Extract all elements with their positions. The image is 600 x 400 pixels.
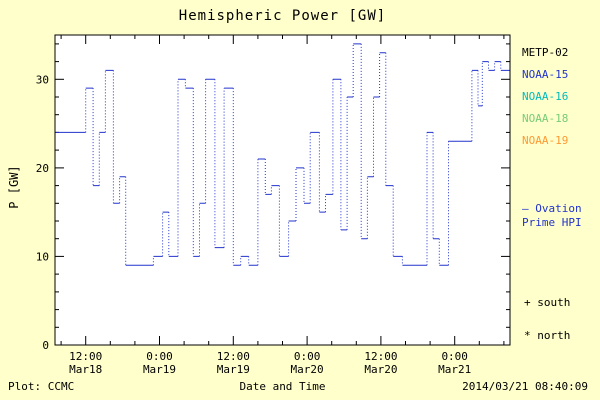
satellite-legend: METP-02 NOAA-15 NOAA-16 NOAA-18 NOAA-19 [522,42,598,152]
y-tick-label: 30 [36,73,49,86]
ovation-legend-line2: Prime HPI [522,216,582,229]
x-tick-time-label: 0:00 [146,350,173,363]
x-tick-time-label: 12:00 [69,350,102,363]
x-tick-time-label: 0:00 [294,350,321,363]
y-tick-label: 0 [42,339,49,352]
chart-title: Hemispheric Power [GW] [178,8,387,24]
south-marker-label: + south [524,296,571,309]
x-tick-time-label: 12:00 [217,350,250,363]
legend-item-2: NOAA-16 [522,90,569,103]
plot-credit: Plot: CCMC [8,380,75,393]
legend-item-1: NOAA-15 [522,68,569,81]
x-tick-date-label: Mar20 [364,363,397,376]
x-tick-date-label: Mar19 [217,363,250,376]
ovation-legend: — Ovation Prime HPI [522,202,598,230]
legend-item-0: METP-02 [522,46,569,59]
plot-border [54,34,511,346]
x-tick-time-label: 0:00 [441,350,468,363]
legend-item-4: NOAA-19 [522,134,569,147]
y-tick-label: 20 [36,162,49,175]
ovation-legend-line1: — Ovation [522,202,582,215]
plot-area [55,35,510,345]
x-tick-date-label: Mar19 [143,363,176,376]
north-marker-label: * north [524,329,571,342]
x-axis-label: Date and Time [239,380,326,393]
marker-legend: + south * north [524,296,600,362]
hpi-step-segments [55,43,510,266]
hpi-step-connectors [85,43,502,266]
legend-item-3: NOAA-18 [522,112,569,125]
timestamp: 2014/03/21 08:40:09 [462,380,588,393]
x-tick-date-label: Mar18 [69,363,102,376]
x-tick-date-label: Mar20 [291,363,324,376]
y-tick-label: 10 [36,250,49,263]
x-tick-date-label: Mar21 [438,363,471,376]
x-tick-time-label: 12:00 [364,350,397,363]
